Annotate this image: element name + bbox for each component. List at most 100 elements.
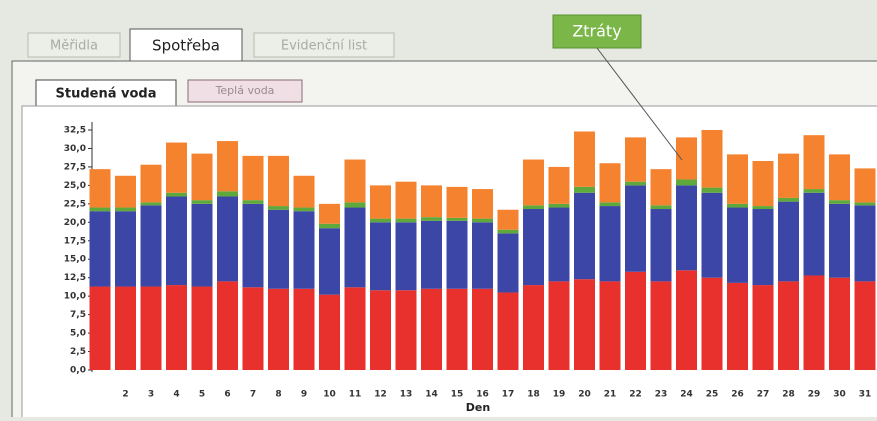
bar-segment [395, 218, 417, 223]
bar-segment [752, 161, 774, 207]
bar-segment [446, 288, 468, 370]
plot: 0,0 2,5 5,0 7,5 10,0 12,5 15,0 17,5 20,0 22,5 25,0… [64, 126, 876, 400]
x-tick-label: 4 [173, 390, 179, 400]
x-tick-label: 21 [604, 390, 617, 400]
bar-segment [523, 285, 544, 370]
bar-segment [217, 141, 238, 192]
subtab-active[interactable] [35, 79, 177, 107]
x-tick-label: 24 [680, 390, 693, 400]
bar-segment [166, 285, 187, 370]
bar-segment [497, 292, 519, 370]
tab-label[interactable]: Spotřeba [152, 37, 220, 55]
bar-segment [446, 186, 468, 218]
bar-segment [395, 290, 417, 370]
bar-segment [472, 222, 493, 289]
bar-segment [140, 286, 162, 370]
bar-segment [548, 203, 570, 208]
bar-segment [293, 211, 315, 289]
callout-label: Ztráty [572, 22, 621, 41]
x-tick-label: 7 [250, 390, 256, 400]
bar-segment [217, 191, 238, 197]
tab-label[interactable]: Měřidla [50, 39, 98, 54]
bar-segment [319, 294, 340, 370]
bar-segment [115, 175, 136, 208]
bar-segment [778, 201, 799, 282]
bar-segment [599, 206, 621, 282]
bar-segment [599, 163, 621, 203]
x-tick-label: 6 [224, 390, 230, 400]
x-tick-label: 30 [833, 390, 846, 400]
subtab-label[interactable]: Studená voda [56, 87, 157, 102]
subtab-label[interactable]: Teplá voda [215, 84, 275, 97]
x-tick-label: 28 [782, 390, 795, 400]
bar-segment [421, 217, 442, 221]
y-tick-label: 22,5 [64, 199, 86, 209]
y-tick-label: 5,0 [70, 329, 86, 339]
bar-segment [625, 271, 646, 370]
bar-segment [89, 286, 111, 370]
x-tick-label: 18 [527, 390, 540, 400]
bar-segment [574, 279, 595, 370]
bar-segment [370, 218, 391, 223]
bar-segment [676, 270, 697, 370]
bar-segment [293, 175, 315, 208]
bar-segment [191, 153, 213, 201]
bar-segment [89, 207, 111, 212]
subtab[interactable] [187, 79, 303, 103]
x-tick-label: 19 [553, 390, 566, 400]
tab-label[interactable]: Evidenční list [281, 39, 367, 54]
x-tick-label: 14 [425, 390, 438, 400]
bar-segment [574, 186, 595, 193]
tab-active[interactable] [129, 28, 243, 62]
bar-segment [344, 202, 366, 208]
bar-segment [676, 185, 697, 271]
bar-segment [803, 135, 825, 190]
bar-segment [268, 155, 289, 207]
x-tick-label: 26 [731, 390, 744, 400]
y-tick-label: 7,5 [70, 310, 86, 320]
x-tick-label: 22 [629, 390, 642, 400]
bar-segment [370, 290, 391, 370]
bar-segment [574, 192, 595, 280]
bar-segment [115, 207, 136, 212]
x-tick-label: 12 [374, 390, 387, 400]
bar-segment [599, 281, 621, 370]
bar-segment [191, 203, 213, 287]
tab[interactable] [253, 32, 395, 58]
callout-line [596, 47, 683, 161]
bar-segment [472, 218, 493, 223]
x-tick-label: 15 [451, 390, 464, 400]
bar-segment [421, 220, 442, 289]
bar-segment [472, 189, 493, 219]
bar-segment [421, 288, 442, 370]
bar-segment [446, 220, 468, 289]
bar-segment [548, 166, 570, 204]
tab[interactable] [27, 32, 121, 58]
bar-segment [191, 200, 213, 204]
bar-segment [625, 181, 646, 186]
bar-segment [166, 142, 187, 193]
bar-segment [115, 211, 136, 287]
bar-segment [115, 286, 136, 370]
x-tick-label: 25 [706, 390, 719, 400]
bar-segment [140, 205, 162, 287]
x-tick-label: 5 [199, 390, 205, 400]
bar-segment [829, 277, 850, 370]
bar-segment [523, 209, 544, 286]
y-tick-label: 30,0 [64, 144, 86, 154]
bar-segment [701, 277, 723, 370]
x-tick-label: 3 [148, 390, 154, 400]
x-tick-label: 8 [275, 390, 281, 400]
bar-segment [778, 281, 799, 370]
bar-segment [344, 207, 366, 288]
bar-segment [497, 229, 519, 234]
x-axis-label: Den [466, 401, 490, 414]
bar-segment [191, 286, 213, 370]
bar-segment [854, 168, 876, 203]
bar-segment [370, 222, 391, 291]
bar-segment [370, 185, 391, 219]
bar-segment [140, 202, 162, 206]
bar-segment [497, 233, 519, 293]
